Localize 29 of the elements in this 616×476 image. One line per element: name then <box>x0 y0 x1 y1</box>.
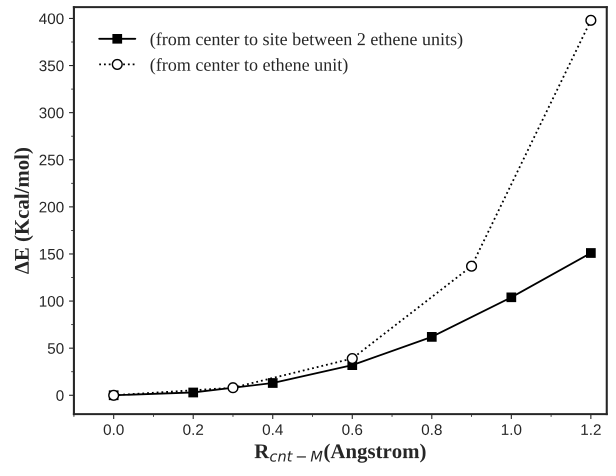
y-tick-label: 0 <box>56 390 64 401</box>
x-tick-label: 1.0 <box>502 424 522 436</box>
y-tick-label: 100 <box>40 296 64 307</box>
y-tick-label: 400 <box>39 13 64 24</box>
y-axis-title: ΔE (Kcal/mol) <box>14 148 34 274</box>
x-tick-label: 0.2 <box>183 424 204 436</box>
x-tick-label: 1.2 <box>581 424 601 435</box>
x-tick-label: 0.0 <box>104 424 124 436</box>
y-tick-label: 200 <box>39 202 64 213</box>
x-tick-label: 0.8 <box>422 424 442 436</box>
y-tick-label: 300 <box>39 108 64 118</box>
x-tick-label: 0.6 <box>342 424 362 436</box>
point <box>586 248 596 258</box>
x-tick-label: 0.4 <box>262 424 283 436</box>
x-axis-title: R$_{cnt−M}$(Angstrom) <box>254 444 426 463</box>
y-tick-label: 150 <box>40 248 64 260</box>
y-tick-label: 50 <box>48 343 64 354</box>
point <box>227 382 239 394</box>
point <box>268 378 278 388</box>
point <box>585 14 596 26</box>
point <box>426 332 437 342</box>
point <box>188 388 198 398</box>
legend-label: (from center to site between 2 ethene units) <box>150 32 462 49</box>
y-tick-label: 350 <box>39 60 64 72</box>
point <box>346 352 358 364</box>
legend-label: (from center to ethene unit) <box>150 58 348 75</box>
y-tick-label: 250 <box>39 154 64 166</box>
point <box>466 260 478 272</box>
point <box>506 292 516 302</box>
